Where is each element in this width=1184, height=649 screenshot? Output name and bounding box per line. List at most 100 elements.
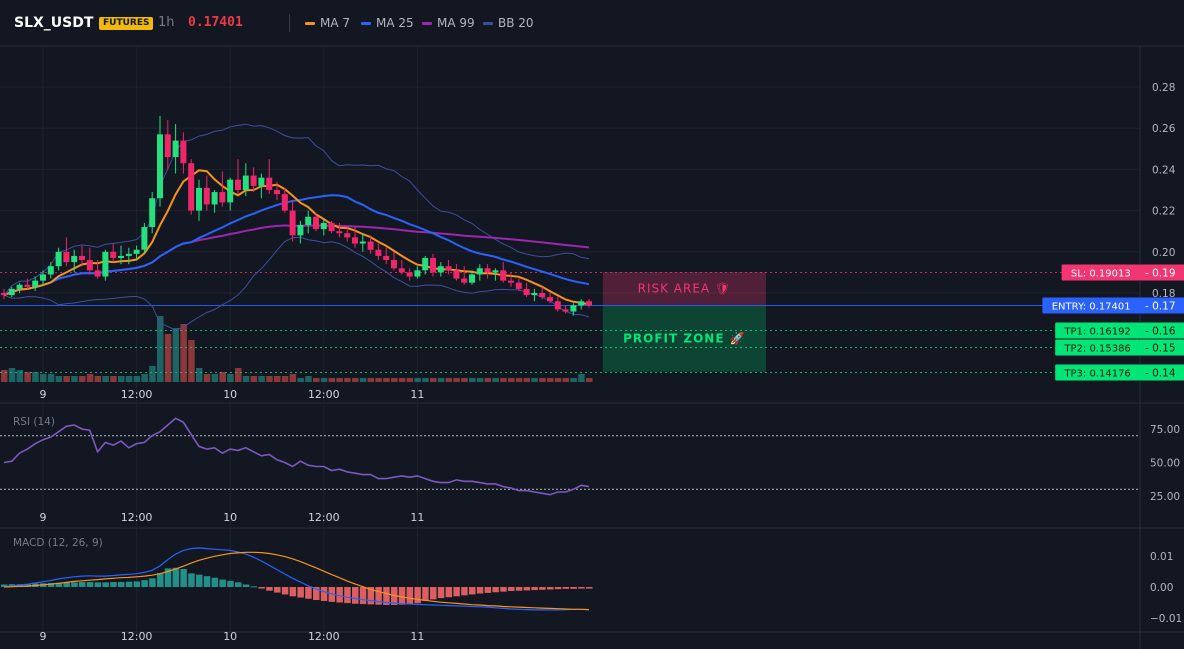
macd-histogram-bar [24,583,31,587]
level-tag-label: ENTRY: 0.17401 [1052,302,1131,313]
header-divider [289,14,290,32]
macd-histogram-bar [258,587,265,589]
volume-bar [125,376,133,382]
volume-bar [102,376,109,382]
rsi-axis: 25.00 50.00 75.00 [1150,424,1180,503]
volume-bar [274,376,281,382]
volume-bar [1,370,8,382]
candle-body [266,177,273,190]
level-lines [0,272,1140,373]
candle-body [445,266,452,271]
candle-body [125,253,132,256]
volume-bar [79,376,86,382]
candle-body [281,194,288,211]
macd-line [3,547,590,611]
volume-bar [320,378,328,382]
time-tick-label: 9 [40,630,47,643]
macd-histogram-bar [476,587,484,594]
symbol-title[interactable]: SLX_USDT [14,15,94,31]
candle-body [16,284,23,289]
price-tick-label: 0.28 [1152,82,1175,94]
volume-bar [141,374,148,382]
candles[interactable] [1,115,592,316]
axis-price-tag [1140,322,1184,339]
macd-tick-label: −0.01 [1150,613,1182,625]
price-pane[interactable]: RISK AREA 🛡 PROFIT ZONE 🚀 0.180.200.220.… [0,82,1184,382]
volume-bar [515,378,523,382]
level-tags: SL: 0.19013 - 0.19 ENTRY: 0.17401 - 0.17 TP1… [1042,264,1184,381]
candle-body [500,270,507,281]
candle-body [63,251,70,263]
price-tick-label: 0.18 [1152,288,1175,300]
volume-bar [258,376,265,382]
volume-bar [414,378,421,382]
rsi-series [0,417,1140,496]
candle-body [320,222,327,230]
legend-ma99-label: MA 99 [437,16,475,30]
macd-histogram-bar [344,587,351,604]
volume-bar [344,378,351,382]
candle-body [188,163,195,211]
legend-bb20[interactable]: BB 20 [483,14,534,32]
macd-histogram-bar [398,587,406,605]
candle-body [523,288,530,296]
candle-body [149,198,156,228]
ma99-swatch-icon [422,22,432,25]
macd-histogram-bar [149,578,156,587]
candle-body [157,134,163,199]
candle-body [8,288,15,296]
candle-body [328,222,335,232]
axis-price-tag-label: - 0.16 [1145,326,1176,338]
candle-body [94,270,101,277]
macd-histogram-bar [180,569,187,587]
time-tick-label: 11 [410,388,424,401]
macd-histogram-bar [414,587,421,604]
volume-bar [281,376,289,382]
candle-body [391,260,397,269]
macd-histogram-bar [383,587,390,605]
volume-bar [8,368,16,382]
candle-body [547,297,553,302]
bb-lower-line [3,236,590,331]
macd-histogram-bar [235,582,242,587]
volume-bar [406,378,414,382]
level-tag-label: TP3: 0.14176 [1063,369,1130,380]
legend-ma25[interactable]: MA 25 [361,14,414,32]
candle-body [414,270,421,277]
legend-ma7-label: MA 7 [320,16,351,30]
macd-histogram-bar [289,587,297,597]
volume-bar [328,378,336,382]
macd-pane[interactable]: MACD (12, 26, 9) −0.01 0.00 0.01 [1,537,1182,625]
price-axis[interactable]: 0.18 0.20 0.22 0.24 0.26 0.28 [1152,82,1176,300]
legend-ma99[interactable]: MA 99 [422,14,475,32]
volume-bar [570,378,577,382]
legend-ma7[interactable]: MA 7 [305,14,350,32]
candle-body [531,293,538,296]
macd-axis: −0.01 0.00 0.01 [1150,551,1182,625]
price-tick-label: 0.20 [1152,247,1175,259]
macd-histogram-bar [461,587,468,596]
macd-histogram-bar [157,573,164,587]
volume-bar [289,374,297,382]
candle-body [110,251,117,258]
candle-body [235,179,241,190]
legend-ma25-label: MA 25 [376,16,414,30]
candle-body [469,274,475,283]
candle-body [71,255,78,263]
volume-bar [164,334,172,382]
time-tick-label: 11 [410,630,424,643]
macd-histogram-bar [352,587,359,604]
macd-histogram-bar [422,587,429,601]
rsi-title: RSI (14) [13,416,55,428]
candle-body [133,249,140,254]
candle-body [492,270,499,273]
ma7-line [3,169,590,306]
interval-label[interactable]: 1h [158,15,175,30]
volume-bar [500,378,507,382]
risk-area-zone [602,272,766,306]
price-tick-label: 0.26 [1152,123,1176,135]
macd-histogram-bar [531,587,538,591]
rsi-pane[interactable]: RSI (14) 25.00 50.00 75.00 [0,416,1180,503]
volume-bar [430,378,437,382]
